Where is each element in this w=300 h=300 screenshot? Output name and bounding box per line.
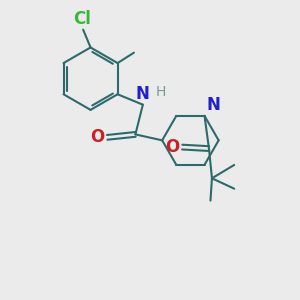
Text: O: O xyxy=(165,138,179,156)
Text: Cl: Cl xyxy=(73,10,91,28)
Text: N: N xyxy=(206,95,220,113)
Text: O: O xyxy=(90,128,104,146)
Text: N: N xyxy=(136,85,150,103)
Text: H: H xyxy=(155,85,166,99)
